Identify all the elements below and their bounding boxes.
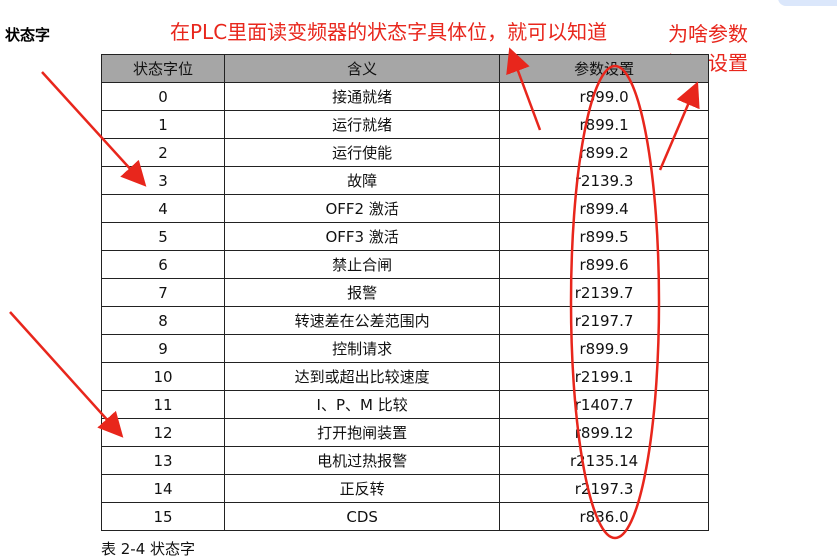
table-row: 8 转速差在公差范围内 r2197.7 [100, 306, 709, 335]
annotation: 在PLC里面读变频器的状态字具体位，就可以知道 [170, 20, 608, 44]
table-row: 11 I、P、M 比较 r1407.7 [100, 390, 709, 419]
table-row: 14 正反转 r2197.3 [100, 474, 709, 503]
table-cell: 15 [100, 502, 226, 531]
table-row: 13 电机过热报警 r2135.14 [100, 446, 709, 475]
arrow [41, 71, 147, 187]
table-cell: 13 [100, 446, 226, 475]
arrow [506, 47, 542, 131]
table-cell: r899.6 [499, 250, 709, 279]
table-cell: r1407.7 [499, 390, 709, 419]
arrow [658, 81, 700, 171]
table-row: 4 OFF2 激活 r899.4 [100, 194, 709, 223]
table-cell: 7 [100, 278, 226, 307]
table-cell: 4 [100, 194, 226, 223]
table-cell: CDS [224, 502, 501, 531]
page-title: 状态字 [5, 26, 51, 44]
table-cell: 达到或超出比较速度 [224, 362, 501, 391]
table-cell: r2139.3 [499, 166, 709, 195]
table-cell: 接通就绪 [224, 82, 501, 111]
table-row: 9 控制请求 r899.9 [100, 334, 709, 363]
annotation: 为啥参数 [668, 22, 748, 46]
table-cell: r899.4 [499, 194, 709, 223]
table-cell: I、P、M 比较 [224, 390, 501, 419]
table-cell: 5 [100, 222, 226, 251]
table-row: 3 故障 r2139.3 [100, 166, 709, 195]
table-cell: r2197.3 [499, 474, 709, 503]
table-cell: 报警 [224, 278, 501, 307]
table-row: 7 报警 r2139.7 [100, 278, 709, 307]
table-cell: 控制请求 [224, 334, 501, 363]
highlight-ellipse [569, 64, 661, 540]
column-header: 状态字位 [100, 54, 226, 83]
table-cell: r2139.7 [499, 278, 709, 307]
table-cell: r2135.14 [499, 446, 709, 475]
table-cell: 打开抱闸装置 [224, 418, 501, 447]
status-table: 状态字位 含义 参数设置 0 接通就绪 r899.0 1 运行就绪 r899.1 2 运行使能 r8… [100, 54, 709, 531]
corner-decoration [778, 0, 837, 6]
table-cell: r2197.7 [499, 306, 709, 335]
table-cell: 1 [100, 110, 226, 139]
table-cell: r899.12 [499, 418, 709, 447]
header-row: 状态字位 含义 参数设置 [100, 54, 709, 83]
table-cell: 正反转 [224, 474, 501, 503]
table-cell: 电机过热报警 [224, 446, 501, 475]
table-row: 5 OFF3 激活 r899.5 [100, 222, 709, 251]
table-cell: OFF2 激活 [224, 194, 501, 223]
column-header: 含义 [224, 54, 501, 83]
column-header: 参数设置 [499, 54, 709, 83]
table-cell: 6 [100, 250, 226, 279]
table-cell: 转速差在公差范围内 [224, 306, 501, 335]
table-row: 15 CDS r836.0 [100, 502, 709, 531]
table-cell: 9 [100, 334, 226, 363]
table-row: 10 达到或超出比较速度 r2199.1 [100, 362, 709, 391]
arrow [9, 311, 124, 438]
table-cell: r2199.1 [499, 362, 709, 391]
